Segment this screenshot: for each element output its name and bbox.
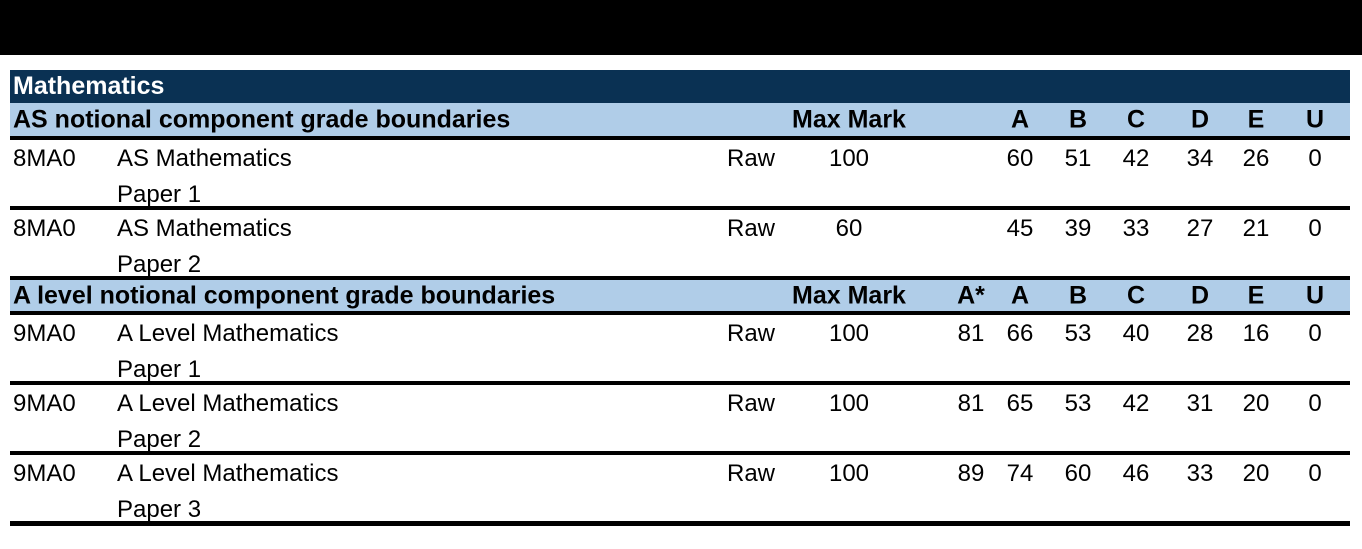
boundary-b: 51 [1064, 145, 1092, 172]
mark-type: Raw [726, 320, 776, 347]
boundary-a: 45 [1006, 215, 1034, 242]
boundary-u: 0 [1308, 145, 1322, 172]
max-mark-value: 60 [835, 215, 863, 242]
course-name: AS Mathematics [117, 215, 292, 242]
as-grade-label-d: D [1190, 105, 1210, 133]
as-section-title: AS notional component grade boundaries [13, 105, 511, 133]
as-grade-label-b: B [1068, 105, 1088, 133]
boundary-b: 39 [1064, 215, 1092, 242]
viewer-top-bar [0, 0, 1362, 55]
boundary-u: 0 [1308, 320, 1322, 347]
alevel-section-title: A level notional component grade boundar… [13, 281, 556, 309]
boundary-a: 66 [1006, 320, 1034, 347]
as-grade-label-u: U [1305, 105, 1325, 133]
boundary-c: 33 [1122, 215, 1150, 242]
alevel-section-header: A level notional component grade boundar… [10, 280, 1350, 315]
boundary-u: 0 [1308, 460, 1322, 487]
boundary-b: 60 [1064, 460, 1092, 487]
boundary-a: 65 [1006, 390, 1034, 417]
table-row-9ma0-paper1: 9MA0 A Level Mathematics Paper 1 Raw 100… [10, 315, 1350, 385]
boundary-astar: 81 [957, 390, 985, 417]
boundary-c: 42 [1122, 145, 1150, 172]
as-grade-label-c: C [1126, 105, 1146, 133]
alevel-max-mark-label: Max Mark [792, 281, 906, 309]
course-name: AS Mathematics [117, 145, 292, 172]
boundary-u: 0 [1308, 390, 1322, 417]
alevel-grade-label-b: B [1068, 281, 1088, 309]
as-section-header: AS notional component grade boundaries M… [10, 103, 1350, 140]
course-name: A Level Mathematics [117, 390, 339, 417]
boundary-d: 27 [1186, 215, 1214, 242]
grade-boundaries-table: Mathematics AS notional component grade … [10, 70, 1350, 526]
paper-name: Paper 2 [117, 426, 202, 453]
alevel-grade-label-astar: A* [957, 281, 985, 309]
as-max-mark-label: Max Mark [792, 105, 906, 133]
boundary-astar: 81 [957, 320, 985, 347]
qual-code: 8MA0 [13, 145, 76, 172]
boundary-d: 28 [1186, 320, 1214, 347]
qual-code: 9MA0 [13, 320, 76, 347]
qual-code: 9MA0 [13, 460, 76, 487]
boundary-a: 60 [1006, 145, 1034, 172]
boundary-b: 53 [1064, 320, 1092, 347]
mark-type: Raw [726, 390, 776, 417]
course-name: A Level Mathematics [117, 460, 339, 487]
qual-code: 8MA0 [13, 215, 76, 242]
paper-name: Paper 1 [117, 181, 202, 208]
boundary-a: 74 [1006, 460, 1034, 487]
mark-type: Raw [726, 460, 776, 487]
alevel-grade-label-d: D [1190, 281, 1210, 309]
alevel-grade-label-e: E [1247, 281, 1265, 309]
boundary-c: 42 [1122, 390, 1150, 417]
paper-name: Paper 3 [117, 496, 202, 523]
max-mark-value: 100 [828, 145, 870, 172]
as-grade-label-e: E [1247, 105, 1265, 133]
paper-name: Paper 2 [117, 251, 202, 278]
max-mark-value: 100 [828, 460, 870, 487]
table-row-8ma0-paper2: 8MA0 AS Mathematics Paper 2 Raw 60 45 39… [10, 210, 1350, 280]
boundary-e: 20 [1242, 460, 1270, 487]
subject-title: Mathematics [13, 72, 165, 100]
boundary-b: 53 [1064, 390, 1092, 417]
max-mark-value: 100 [828, 390, 870, 417]
table-row-9ma0-paper2: 9MA0 A Level Mathematics Paper 2 Raw 100… [10, 385, 1350, 455]
boundary-e: 26 [1242, 145, 1270, 172]
alevel-grade-label-u: U [1305, 281, 1325, 309]
boundary-u: 0 [1308, 215, 1322, 242]
boundary-c: 40 [1122, 320, 1150, 347]
course-name: A Level Mathematics [117, 320, 339, 347]
mark-type: Raw [726, 145, 776, 172]
boundary-e: 16 [1242, 320, 1270, 347]
table-row-9ma0-paper3: 9MA0 A Level Mathematics Paper 3 Raw 100… [10, 455, 1350, 526]
boundary-d: 34 [1186, 145, 1214, 172]
subject-header: Mathematics [10, 70, 1350, 103]
boundary-c: 46 [1122, 460, 1150, 487]
boundary-astar: 89 [957, 460, 985, 487]
boundary-e: 21 [1242, 215, 1270, 242]
alevel-grade-label-c: C [1126, 281, 1146, 309]
boundary-d: 33 [1186, 460, 1214, 487]
paper-name: Paper 1 [117, 356, 202, 383]
boundary-d: 31 [1186, 390, 1214, 417]
table-row-8ma0-paper1: 8MA0 AS Mathematics Paper 1 Raw 100 60 5… [10, 140, 1350, 210]
mark-type: Raw [726, 215, 776, 242]
as-grade-label-a: A [1010, 105, 1030, 133]
qual-code: 9MA0 [13, 390, 76, 417]
boundary-e: 20 [1242, 390, 1270, 417]
max-mark-value: 100 [828, 320, 870, 347]
alevel-grade-label-a: A [1010, 281, 1030, 309]
